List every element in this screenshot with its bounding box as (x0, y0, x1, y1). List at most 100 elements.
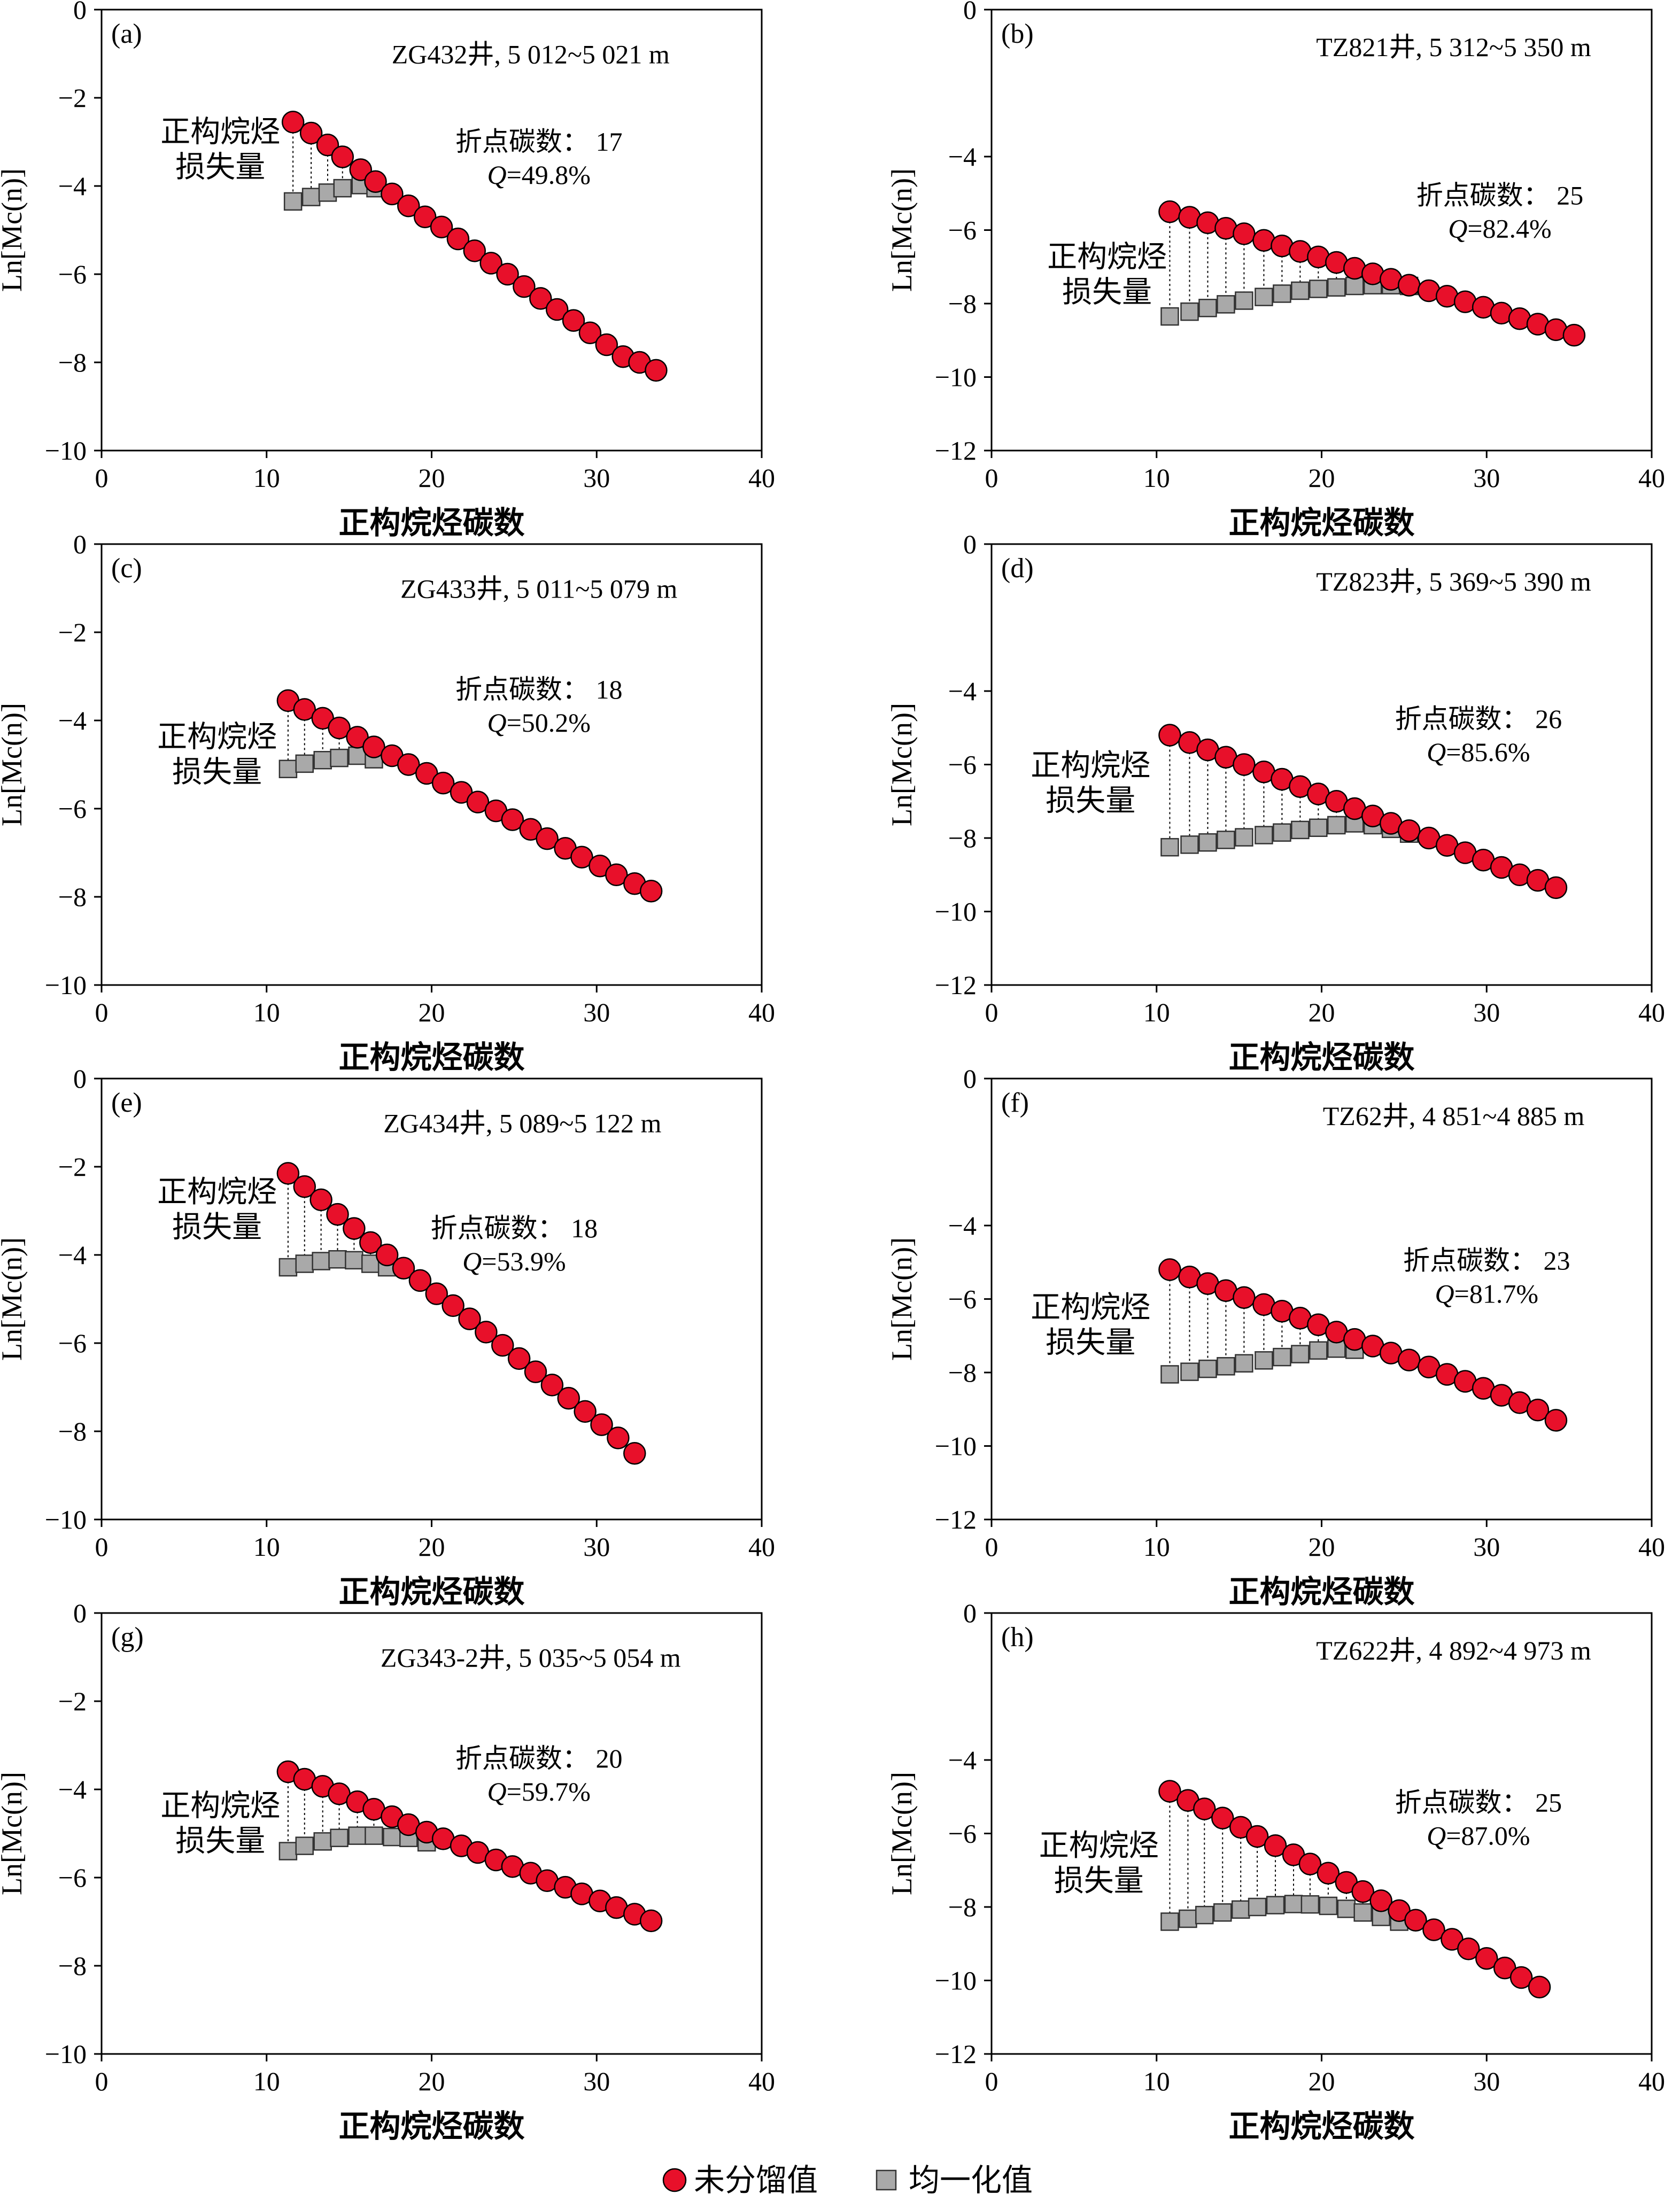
raw-point (463, 239, 486, 262)
panel-letter: (e) (111, 1088, 142, 1118)
loss-label-line2: 损失量 (175, 1824, 265, 1859)
breakpoint-value: 18 (564, 1213, 598, 1243)
homog-point (1319, 1896, 1338, 1916)
raw-point (607, 1426, 630, 1449)
homog-point (1300, 1895, 1320, 1914)
breakpoint-prefix: 折点碳数： (1403, 1245, 1537, 1276)
y-tick-label: −8 (58, 1951, 87, 1981)
raw-point (276, 1162, 300, 1185)
homog-point (1291, 281, 1310, 300)
homog-point (328, 1250, 347, 1269)
q-symbol: Q (462, 1246, 482, 1276)
homog-point (1198, 833, 1217, 852)
y-axis-label: Ln[Mc(n)] (886, 703, 918, 826)
raw-point (562, 309, 585, 332)
panel-letter: (g) (111, 1622, 144, 1653)
y-tick-label: −10 (45, 970, 87, 1000)
homog-point (1235, 828, 1253, 847)
homog-point (1273, 823, 1291, 842)
y-axis-label: Ln[Mc(n)] (0, 703, 28, 826)
breakpoint-label: 折点碳数： 25 (1416, 180, 1584, 211)
raw-point (570, 846, 593, 869)
x-tick-label: 20 (419, 997, 445, 1027)
breakpoint-label: 折点碳数： 18 (455, 674, 623, 705)
raw-point (442, 1294, 464, 1317)
raw-point (349, 158, 372, 181)
x-tick-label: 40 (1638, 997, 1665, 1027)
x-tick-label: 10 (253, 997, 280, 1027)
y-tick-label: −10 (935, 1431, 977, 1461)
raw-point (1233, 1286, 1256, 1309)
x-tick-label: 20 (419, 1532, 445, 1562)
x-tick-label: 20 (419, 463, 445, 493)
y-tick-label: 0 (963, 1598, 977, 1628)
y-tick-label: −10 (935, 362, 977, 392)
well-label: ZG434井, 5 089~5 122 m (383, 1108, 661, 1138)
raw-point (458, 1307, 481, 1330)
homog-point (1327, 278, 1346, 297)
y-tick-label: −8 (58, 347, 87, 377)
y-tick-label: −6 (948, 215, 977, 245)
breakpoint-prefix: 折点碳数： (1416, 180, 1550, 211)
y-tick-label: −6 (58, 1328, 87, 1358)
raw-point (1298, 1852, 1322, 1875)
homog-point (301, 188, 321, 206)
raw-point (425, 1282, 448, 1305)
panel-letter: (d) (1001, 553, 1034, 584)
q-value: =82.4% (1467, 213, 1551, 243)
raw-point (639, 880, 663, 903)
q-value: =81.7% (1454, 1279, 1538, 1309)
raw-point (309, 1188, 332, 1212)
breakpoint-prefix: 折点碳数： (455, 1743, 589, 1774)
homog-point (1353, 1903, 1372, 1922)
x-tick-label: 40 (1638, 2066, 1665, 2096)
panel-letter: (f) (1001, 1088, 1029, 1118)
q-value: =87.0% (1446, 1820, 1530, 1850)
homog-point (1235, 291, 1253, 310)
loss-label-line1: 正构烷烃 (160, 1789, 280, 1824)
y-tick-label: −8 (948, 1892, 977, 1922)
breakpoint-prefix: 折点碳数： (1395, 1787, 1529, 1818)
x-tick-label: 30 (1473, 1532, 1500, 1562)
q-label: Q=82.4% (1448, 213, 1551, 243)
raw-point (392, 1257, 415, 1280)
raw-point (1264, 1834, 1287, 1857)
homog-point (1309, 1341, 1328, 1360)
q-value: =85.6% (1446, 737, 1530, 767)
panel-d: 0 10 20 30 40 0 −4 −6 −8 −10 −12 正构烷烃碳数 Ln[Mc(n)] (d)… (886, 529, 1665, 1075)
y-tick-label: −6 (58, 794, 87, 824)
raw-point (299, 121, 323, 145)
raw-point (362, 735, 385, 758)
homog-point (1198, 299, 1217, 317)
raw-point (359, 1231, 382, 1254)
raw-point (590, 1413, 613, 1436)
raw-point (1475, 1947, 1498, 1970)
x-tick-label: 30 (583, 997, 610, 1027)
panel-letter: (a) (111, 19, 142, 49)
homog-point (278, 759, 298, 778)
y-tick-label: −8 (948, 1358, 977, 1387)
raw-point (1397, 819, 1421, 842)
raw-point (381, 182, 404, 206)
raw-point (595, 333, 618, 356)
loss-label-line1: 正构烷烃 (160, 115, 280, 150)
homog-point (1255, 826, 1273, 844)
x-tick-label: 30 (1473, 463, 1500, 493)
raw-point (293, 698, 316, 721)
breakpoint-value: 17 (589, 127, 623, 157)
x-tick-label: 10 (1143, 463, 1170, 493)
breakpoint-label: 折点碳数： 25 (1395, 1787, 1562, 1818)
q-label: Q=87.0% (1427, 1820, 1530, 1850)
x-tick-label: 20 (1309, 2066, 1335, 2096)
raw-point (1457, 1937, 1480, 1960)
x-axis-label: 正构烷烃碳数 (1228, 505, 1414, 541)
y-axis-label: Ln[Mc(n)] (0, 1772, 28, 1895)
y-tick-label: −8 (58, 1416, 87, 1446)
raw-point (328, 716, 351, 740)
homog-point (278, 1842, 298, 1860)
x-axis-label: 正构烷烃碳数 (1228, 1039, 1414, 1075)
panel-f: 0 10 20 30 40 0 −4 −6 −8 −10 −12 正构烷烃碳数 Ln[Mc(n)] (f)… (886, 1064, 1665, 1610)
homog-point (1266, 1896, 1285, 1914)
x-axis-label: 正构烷烃碳数 (1228, 1573, 1414, 1610)
homog-point (1160, 1912, 1179, 1931)
